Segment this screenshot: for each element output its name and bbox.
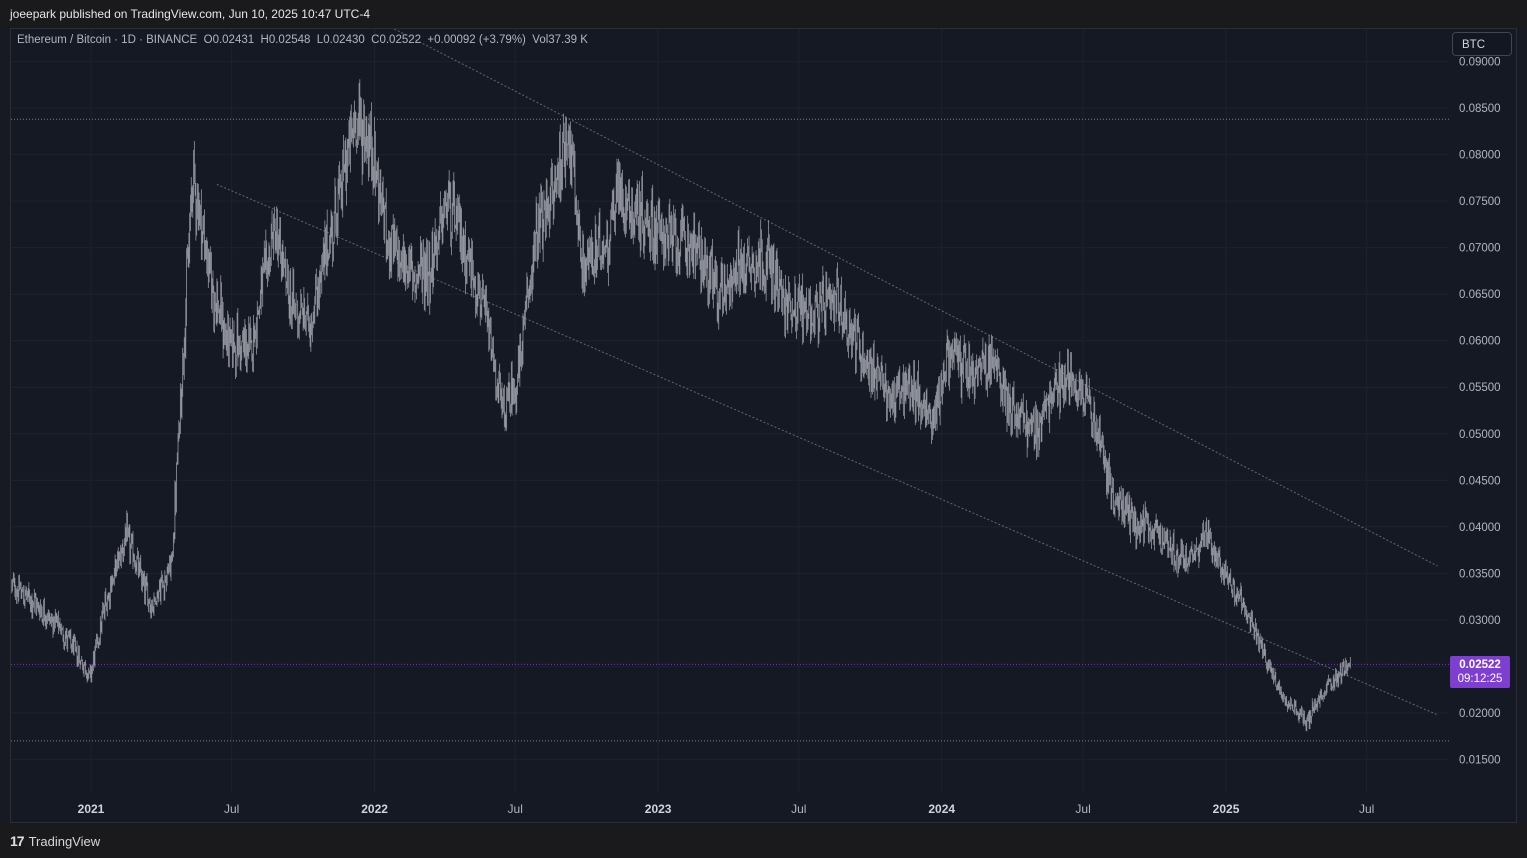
legend-change: +0.00092 (+3.79%) (427, 34, 526, 46)
x-tick-label: Jul (1075, 802, 1090, 816)
legend-volume: Vol37.39 K (532, 34, 588, 46)
last-price-value: 0.02522 (1459, 659, 1501, 671)
price-chart[interactable]: 0.09000 0.08500 0.08000 0.07500 0.07000 0.065… (11, 29, 1516, 822)
legend-open: O0.02431 (203, 34, 255, 46)
y-tick-label: 0.07500 (1459, 196, 1501, 208)
y-tick-label: 0.09000 (1459, 57, 1501, 69)
level-layer (11, 118, 1449, 742)
y-tick-label: 0.03000 (1459, 615, 1501, 627)
y-tick-label: 0.06000 (1459, 336, 1501, 348)
y-tick-label: 0.02000 (1459, 708, 1501, 720)
legend-high: H0.02548 (260, 34, 311, 46)
y-tick-label: 0.08000 (1459, 150, 1501, 162)
footer-bar: 17 TradingView (0, 823, 1527, 858)
bar-countdown: 09:12:25 (1457, 673, 1503, 685)
x-tick-label: Jul (1359, 802, 1374, 816)
x-tick-label: 2025 (1213, 802, 1240, 816)
published-text: joeepark published on TradingView.com, J… (10, 7, 371, 21)
legend-close: C0.02522 (371, 34, 422, 46)
x-tick-label: Jul (508, 802, 523, 816)
symbol-legend: Ethereum / Bitcoin · 1D · BINANCE O0.024… (17, 34, 588, 46)
legend-symbol[interactable]: Ethereum / Bitcoin · 1D · BINANCE (17, 34, 198, 46)
y-axis: 0.09000 0.08500 0.08000 0.07500 0.07000 0.065… (1459, 57, 1501, 767)
y-tick-label: 0.06500 (1459, 289, 1501, 301)
y-tick-label: 0.08500 (1459, 103, 1501, 115)
x-tick-label: 2021 (78, 802, 105, 816)
published-header: joeepark published on TradingView.com, J… (0, 0, 1527, 28)
tradingview-logo-icon: 17 (10, 833, 25, 849)
trendline-layer (216, 29, 1438, 716)
x-tick-label: 2024 (928, 802, 955, 816)
chart-frame[interactable]: 0.09000 0.08500 0.08000 0.07500 0.07000 0.065… (10, 28, 1517, 823)
x-axis: 2021 Jul 2022 Jul 2023 Jul 2024 Jul 2025 Jul (78, 802, 1375, 816)
y-tick-label: 0.05500 (1459, 382, 1501, 394)
x-tick-label: Jul (224, 802, 239, 816)
candle-layer (11, 79, 1351, 732)
last-price-label: 0.02522 09:12:25 (1450, 656, 1510, 688)
y-tick-label: 0.01500 (1459, 754, 1501, 766)
y-tick-label: 0.04500 (1459, 475, 1501, 487)
tradingview-brand[interactable]: 17 TradingView (10, 833, 100, 849)
y-tick-label: 0.03500 (1459, 568, 1501, 580)
brand-name: TradingView (28, 833, 101, 849)
currency-button[interactable]: BTC (1452, 32, 1512, 56)
x-tick-label: 2023 (645, 802, 672, 816)
y-tick-label: 0.05000 (1459, 429, 1501, 441)
upper-channel-line (393, 29, 1438, 567)
y-tick-label: 0.04000 (1459, 522, 1501, 534)
grid-layer (11, 29, 1449, 792)
x-tick-label: 2022 (361, 802, 388, 816)
y-tick-label: 0.07000 (1459, 243, 1501, 255)
legend-low: L0.02430 (316, 34, 365, 46)
x-tick-label: Jul (791, 802, 806, 816)
